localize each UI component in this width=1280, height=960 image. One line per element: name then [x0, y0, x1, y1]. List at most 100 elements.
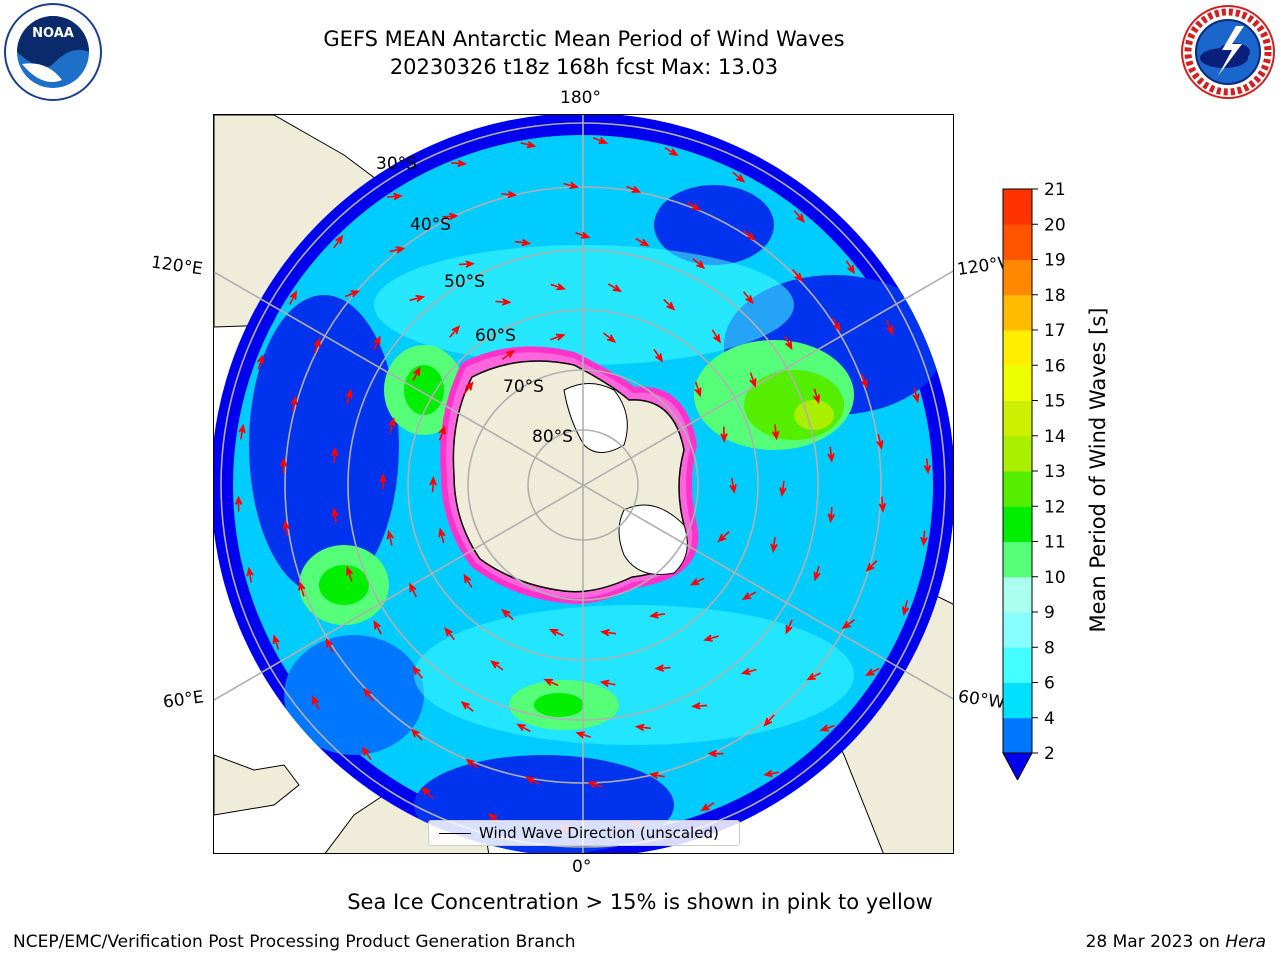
wind-wave-arrow: [901, 600, 910, 617]
wind-wave-arrow: [550, 283, 566, 291]
lat-label-50s: 50°S: [444, 272, 485, 292]
wind-wave-arrow: [923, 458, 932, 475]
wind-wave-arrow: [634, 723, 651, 732]
wind-wave-arrow: [749, 372, 757, 388]
wind-wave-arrow: [763, 714, 775, 727]
wind-wave-arrow: [912, 387, 920, 404]
wind-wave-arrow: [463, 573, 473, 588]
wind-wave-arrow: [458, 260, 475, 268]
colorbar-segment: [1003, 471, 1032, 507]
wind-wave-arrow: [373, 335, 381, 351]
wind-wave-arrow: [841, 619, 856, 630]
colorbar-label: Mean Period of Wind Waves [s]: [1086, 307, 1110, 633]
wind-wave-arrow: [311, 695, 320, 710]
colorbar-segment: [1003, 294, 1032, 331]
wind-wave-arrow: [520, 140, 537, 149]
nws-logo-icon: [1181, 5, 1275, 99]
wind-wave-arrow: [442, 212, 459, 221]
colorbar-segment: [1003, 400, 1032, 437]
footer-date-text: 28 Mar 2023 on: [1085, 932, 1226, 952]
wind-wave-arrow: [501, 349, 516, 360]
wind-wave-arrow: [386, 529, 394, 546]
wind-wave-arrow: [711, 329, 721, 344]
wind-wave-arrow: [330, 446, 339, 463]
lat-label-40s: 40°S: [410, 215, 451, 235]
wind-wave-arrow: [635, 237, 650, 247]
wind-wave-arrow: [886, 320, 894, 336]
wind-wave-arrow: [860, 373, 868, 389]
wind-wave-arrow: [819, 724, 835, 732]
wind-wave-arrow: [599, 679, 616, 688]
wind-wave-arrow: [438, 425, 446, 441]
wind-wave-arrow: [333, 234, 344, 249]
wind-wave-arrow: [344, 290, 361, 298]
wind-wave-arrow: [741, 591, 757, 600]
wind-wave-arrow: [325, 637, 334, 653]
lon-label-60e: 60°E: [161, 687, 206, 713]
noaa-logo-text: NOAA: [32, 26, 74, 41]
colorbar-tick-label: 21: [1044, 180, 1066, 200]
wind-wave-arrow: [438, 527, 446, 544]
wind-wave-arrow: [827, 446, 835, 463]
wind-wave-arrow: [792, 269, 804, 282]
wind-wave-arrow: [501, 608, 514, 621]
wind-wave-arrow: [388, 417, 396, 433]
colorbar-segment: [1003, 647, 1032, 683]
wind-wave-arrow: [429, 475, 437, 493]
wind-wave-arrow: [463, 381, 474, 395]
colorbar-tick-label: 14: [1044, 427, 1066, 447]
footer-host: Hera: [1225, 932, 1266, 952]
wind-wave-arrow: [720, 426, 728, 443]
wind-wave-arrow: [373, 620, 382, 635]
wind-wave-arrow: [878, 496, 887, 513]
colorbar-segment: [1003, 682, 1032, 719]
colorbar: 2 4 6 8 9 10 11 12 13 14 15 16 17 18 19 20 21: [1002, 180, 1066, 780]
colorbar-tick-label: 10: [1044, 568, 1066, 588]
lon-label-120e: 120°E: [149, 252, 204, 280]
wind-wave-arrow: [812, 388, 821, 405]
wind-wave-arrow: [772, 424, 780, 441]
wind-wave-arrow: [654, 664, 671, 672]
wind-wave-arrow: [490, 660, 504, 671]
colorbar-segment: [1003, 259, 1032, 296]
footer-date: 28 Mar 2023 on Hera: [1086, 932, 1266, 952]
wind-wave-arrow: [449, 325, 461, 338]
chart-subtitle: 20230326 t18z 168h fcst Max: 13.03: [389, 55, 779, 79]
wind-wave-arrow: [602, 332, 617, 343]
wind-wave-arrow: [600, 628, 617, 637]
colorbar-tick-label: 6: [1044, 674, 1055, 694]
wind-wave-arrow: [587, 781, 603, 789]
wind-wave-arrow: [664, 147, 679, 157]
wind-wave-arrow: [707, 749, 724, 758]
colorbar-segment: [1003, 612, 1032, 648]
wind-wave-arrow: [543, 678, 559, 687]
wind-wave-arrow: [865, 667, 880, 676]
wind-wave-arrow: [548, 628, 564, 637]
lon-label-0: 0°: [572, 857, 592, 877]
wind-wave-arrow: [831, 317, 841, 332]
wind-wave-arrow: [785, 619, 793, 635]
wind-wave-arrow: [686, 201, 701, 211]
map-legend: Wind Wave Direction (unscaled): [428, 820, 740, 846]
wind-wave-arrow: [421, 786, 434, 799]
colorbar-tick-label: 20: [1044, 215, 1066, 235]
map-canvas: 30°S 40°S 50°S 60°S 70°S 80°S: [214, 115, 953, 853]
wind-wave-arrow: [331, 507, 339, 524]
footer-org: NCEP/EMC/Verification Post Processing Pr…: [13, 932, 576, 952]
wind-wave-arrow: [845, 260, 855, 275]
wind-wave-arrow: [516, 723, 531, 733]
wind-wave-arrow: [827, 507, 835, 524]
wind-wave-arrow: [703, 634, 719, 642]
wind-wave-arrow: [689, 577, 705, 586]
colorbar-tick-label: 12: [1044, 497, 1066, 517]
wind-wave-arrow: [607, 283, 623, 293]
colorbar-tick-label: 8: [1044, 638, 1055, 658]
wind-wave-arrow: [444, 627, 455, 641]
wind-wave-arrow: [550, 333, 566, 341]
wind-wave-arrow: [813, 565, 821, 582]
wind-wave-arrow: [763, 769, 780, 778]
wind-wave-arrow: [575, 731, 591, 739]
legend-text: Wind Wave Direction (unscaled): [479, 824, 719, 842]
wind-wave-arrow: [770, 537, 778, 554]
colorbar-tick-label: 18: [1044, 286, 1066, 306]
